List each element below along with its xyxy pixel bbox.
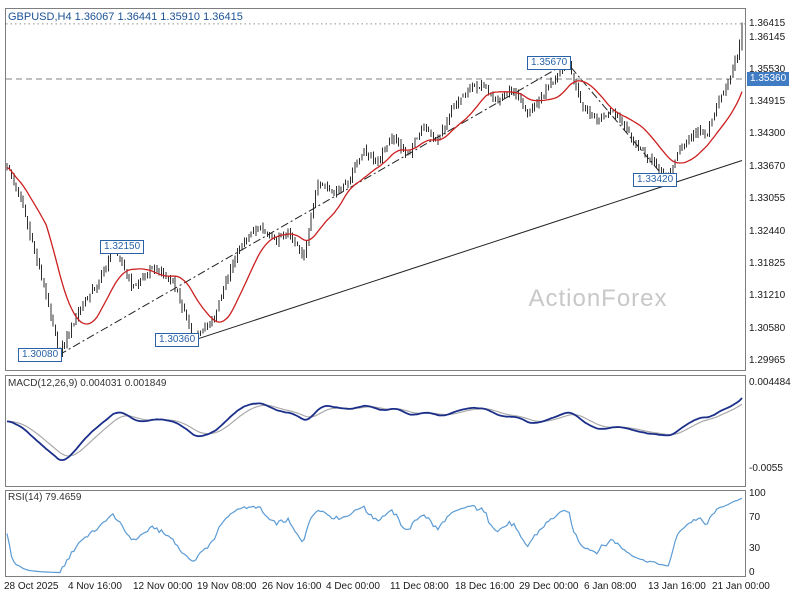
x-axis-label: 26 Nov 16:00 bbox=[262, 581, 322, 592]
rsi-axis-label: 100 bbox=[749, 488, 766, 499]
x-axis-label: 29 Dec 00:00 bbox=[519, 581, 579, 592]
price-axis-label: 1.35530 bbox=[749, 64, 786, 75]
price-axis-label: 1.29965 bbox=[749, 355, 786, 366]
price-panel bbox=[5, 8, 746, 371]
x-axis-label: 19 Nov 08:00 bbox=[197, 581, 257, 592]
price-axis-label: 1.34915 bbox=[749, 96, 786, 107]
price-axis-label: 1.31825 bbox=[749, 258, 786, 269]
rsi-axis-label: 0 bbox=[749, 567, 755, 578]
x-axis-label: 4 Dec 00:00 bbox=[326, 581, 380, 592]
x-axis-label: 6 Jan 08:00 bbox=[584, 581, 637, 592]
price-axis-label: 1.31210 bbox=[749, 290, 786, 301]
marked-price-tag: 1.35360 bbox=[747, 72, 790, 86]
x-axis-label: 4 Nov 16:00 bbox=[68, 581, 122, 592]
macd-axis-label: -0.0055 bbox=[749, 463, 783, 474]
price-axis-label: 1.33670 bbox=[749, 161, 786, 172]
price-axis-label: 1.30580 bbox=[749, 323, 786, 334]
x-axis-label: 18 Dec 16:00 bbox=[455, 581, 515, 592]
x-axis-label: 28 Oct 2025 bbox=[4, 581, 59, 592]
last-price-label: 1.36415 bbox=[749, 18, 786, 29]
price-axis-label: 1.36145 bbox=[749, 32, 786, 43]
macd-panel bbox=[5, 375, 746, 487]
price-axis-label: 1.32440 bbox=[749, 226, 786, 237]
price-axis-label: 1.34300 bbox=[749, 128, 786, 139]
price-axis-label: 1.33055 bbox=[749, 193, 786, 204]
x-axis-label: 21 Jan 00:00 bbox=[712, 581, 770, 592]
x-axis-label: 13 Jan 16:00 bbox=[648, 581, 706, 592]
rsi-axis-label: 30 bbox=[749, 543, 761, 554]
rsi-panel bbox=[5, 490, 746, 577]
x-axis-label: 11 Dec 08:00 bbox=[390, 581, 449, 592]
macd-axis-label: 0.004484 bbox=[749, 377, 791, 388]
x-axis-label: 12 Nov 00:00 bbox=[133, 581, 193, 592]
rsi-axis-label: 70 bbox=[749, 512, 761, 523]
